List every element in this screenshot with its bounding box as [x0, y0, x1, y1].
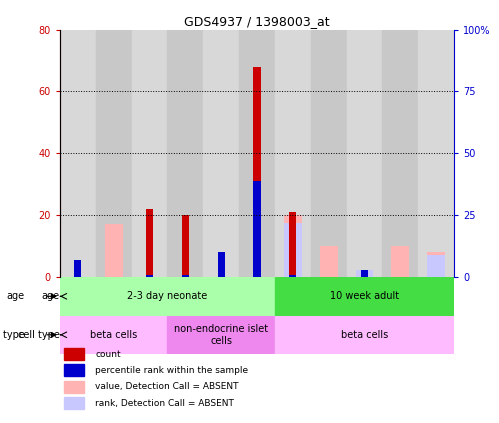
Text: beta cells: beta cells	[341, 330, 388, 340]
Text: age: age	[42, 291, 60, 301]
Bar	[74, 261, 81, 277]
Bar	[146, 209, 153, 277]
Text: percentile rank within the sample: percentile rank within the sample	[95, 366, 249, 375]
Bar	[427, 255, 445, 277]
Bar	[382, 30, 418, 277]
Bar	[284, 222, 302, 277]
Bar	[361, 269, 368, 277]
Bar	[64, 364, 83, 376]
Bar	[182, 215, 189, 277]
Text: non-endocrine islet
cells: non-endocrine islet cells	[174, 324, 268, 346]
Bar	[64, 381, 83, 393]
Bar	[284, 215, 302, 277]
Bar	[60, 30, 96, 277]
Bar	[239, 30, 275, 277]
Bar	[96, 30, 132, 277]
Text: value, Detection Call = ABSENT: value, Detection Call = ABSENT	[95, 382, 239, 391]
Bar	[275, 277, 454, 316]
Bar	[167, 316, 275, 354]
Bar	[275, 316, 454, 354]
Bar	[167, 30, 203, 277]
Bar	[60, 277, 275, 316]
Bar	[289, 212, 296, 277]
Bar	[74, 260, 81, 277]
Bar	[311, 30, 347, 277]
Bar	[418, 30, 454, 277]
Bar	[347, 30, 382, 277]
Text: rank, Detection Call = ABSENT: rank, Detection Call = ABSENT	[95, 398, 234, 407]
Bar	[60, 316, 167, 354]
Bar	[275, 30, 311, 277]
Bar	[105, 225, 123, 277]
Text: 10 week adult: 10 week adult	[330, 291, 399, 301]
Text: 2-3 day neonate: 2-3 day neonate	[127, 291, 208, 301]
Text: age: age	[6, 291, 24, 301]
Bar	[253, 181, 260, 277]
Bar	[356, 269, 373, 277]
Text: count: count	[95, 349, 121, 359]
Text: beta cells: beta cells	[90, 330, 137, 340]
Bar	[253, 67, 260, 277]
Text: cell type: cell type	[0, 330, 24, 340]
Bar	[132, 30, 167, 277]
Bar	[64, 397, 83, 409]
Bar	[427, 252, 445, 277]
Bar	[218, 252, 225, 277]
Bar	[203, 30, 239, 277]
Bar	[64, 348, 83, 360]
Bar	[391, 246, 409, 277]
Bar	[182, 275, 189, 277]
Bar	[320, 246, 338, 277]
Bar	[289, 275, 296, 277]
Text: cell type: cell type	[18, 330, 60, 340]
Bar	[146, 275, 153, 277]
Title: GDS4937 / 1398003_at: GDS4937 / 1398003_at	[184, 16, 330, 28]
